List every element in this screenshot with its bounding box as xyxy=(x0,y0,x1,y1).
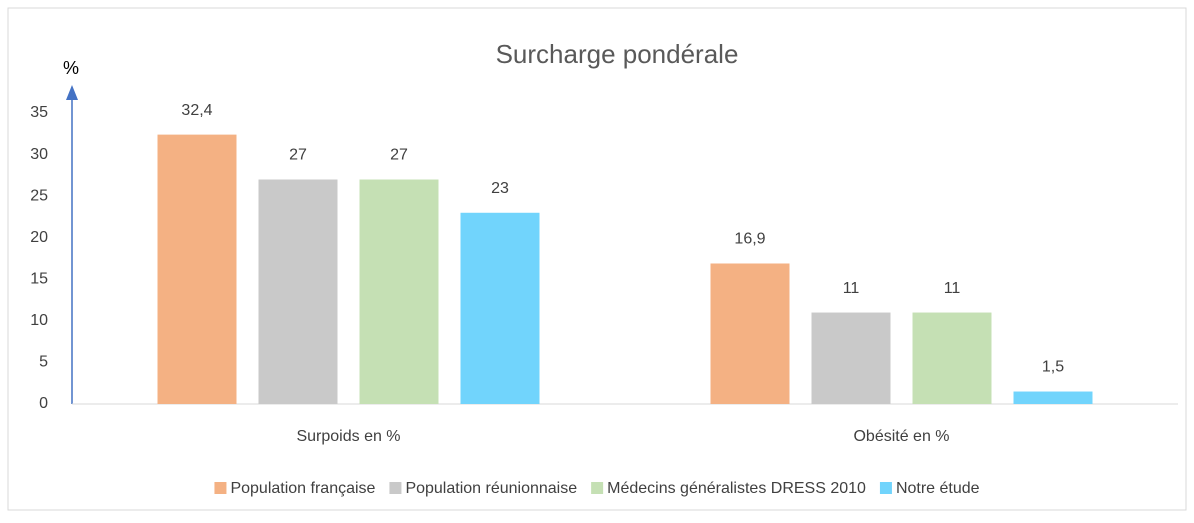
legend-label: Population réunionnaise xyxy=(405,480,577,497)
data-label: 32,4 xyxy=(181,102,212,119)
y-tick-label: 10 xyxy=(30,312,48,329)
y-tick-label: 30 xyxy=(30,146,48,163)
data-label: 16,9 xyxy=(734,231,765,248)
bar xyxy=(1013,391,1093,404)
legend-swatch xyxy=(214,482,227,494)
bar xyxy=(710,263,790,404)
data-label: 27 xyxy=(289,147,307,164)
legend-swatch xyxy=(389,482,402,494)
y-tick-label: 5 xyxy=(39,354,48,371)
bar xyxy=(912,312,992,404)
legend-swatch xyxy=(879,482,892,494)
y-tick-label: 35 xyxy=(30,104,48,121)
legend-swatch xyxy=(591,482,604,494)
legend-label: Médecins généralistes DRESS 2010 xyxy=(607,480,866,497)
legend-label: Population française xyxy=(230,480,375,497)
bar xyxy=(258,179,338,404)
y-tick-label: 20 xyxy=(30,229,48,246)
data-label: 1,5 xyxy=(1042,359,1064,376)
bar xyxy=(811,312,891,404)
data-label: 23 xyxy=(491,180,509,197)
y-tick-label: 25 xyxy=(30,187,48,204)
x-tick-label: Surpoids en % xyxy=(296,428,400,445)
bar xyxy=(359,179,439,404)
y-axis-arrow xyxy=(66,85,78,100)
data-label: 27 xyxy=(390,147,408,164)
chart-title: Surcharge pondérale xyxy=(496,39,739,69)
y-tick-label: 15 xyxy=(30,271,48,288)
data-label: 11 xyxy=(843,280,860,297)
x-tick-label: Obésité en % xyxy=(853,428,949,445)
y-axis-label: % xyxy=(63,58,79,78)
y-tick-label: 0 xyxy=(39,395,48,412)
data-label: 11 xyxy=(944,280,961,297)
legend-label: Notre étude xyxy=(896,480,980,497)
bar xyxy=(460,212,540,404)
bar xyxy=(157,134,237,405)
